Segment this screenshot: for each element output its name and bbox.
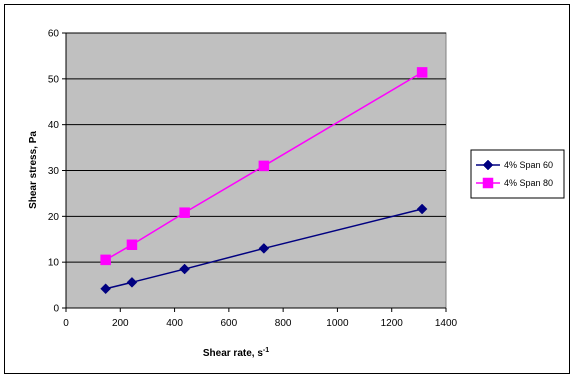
x-tick-label: 1000 bbox=[326, 318, 349, 329]
data-point bbox=[100, 283, 111, 295]
data-point bbox=[179, 263, 190, 275]
y-tick-label: 60 bbox=[48, 29, 60, 40]
y-tick-label: 30 bbox=[48, 166, 60, 177]
y-tick-label: 20 bbox=[48, 212, 60, 223]
legend-item: 4% Span 60 bbox=[476, 159, 553, 171]
y-tick-label: 50 bbox=[48, 74, 60, 85]
x-tick-label: 1200 bbox=[381, 318, 404, 329]
data-point bbox=[126, 276, 138, 288]
data-point bbox=[416, 203, 428, 215]
x-axis-title: Shear rate, s-1 bbox=[203, 347, 269, 359]
x-tick-labels: 0 200 400 600 800 1000 1200 1400 bbox=[63, 318, 457, 329]
x-axis-title-superscript: -1 bbox=[263, 347, 269, 354]
legend-item: 4% Span 80 bbox=[476, 177, 553, 189]
series-group bbox=[100, 67, 428, 295]
data-point bbox=[100, 254, 111, 266]
x-tick-label: 800 bbox=[275, 318, 292, 329]
legend-label: 4% Span 60 bbox=[504, 160, 553, 170]
x-axis-title-text: Shear rate, s bbox=[203, 348, 263, 359]
data-point bbox=[179, 207, 190, 218]
series-1 bbox=[100, 203, 428, 295]
y-axis-title: Shear stress, Pa bbox=[28, 131, 39, 209]
y-tick-label: 40 bbox=[48, 120, 60, 131]
y-tick-label: 0 bbox=[53, 304, 59, 315]
data-point bbox=[258, 160, 270, 172]
legend-box bbox=[470, 149, 565, 199]
legend-marker bbox=[482, 159, 494, 171]
y-tick-labels: 0 10 20 30 40 50 60 bbox=[48, 29, 60, 315]
legend-marker bbox=[482, 177, 494, 189]
data-point bbox=[126, 239, 138, 250]
series-2 bbox=[100, 67, 428, 266]
x-tick-label: 600 bbox=[221, 318, 238, 329]
legend-label: 4% Span 80 bbox=[504, 178, 553, 188]
data-point bbox=[258, 243, 270, 254]
y-tick-label: 10 bbox=[48, 258, 60, 269]
legend: 4% Span 60 4% Span 80 bbox=[470, 149, 565, 199]
x-tick-label: 400 bbox=[166, 318, 183, 329]
data-point bbox=[416, 67, 428, 78]
x-tick-label: 200 bbox=[112, 318, 129, 329]
x-tick-label: 0 bbox=[63, 318, 69, 329]
axes bbox=[62, 32, 447, 312]
x-tick-label: 1400 bbox=[435, 318, 458, 329]
